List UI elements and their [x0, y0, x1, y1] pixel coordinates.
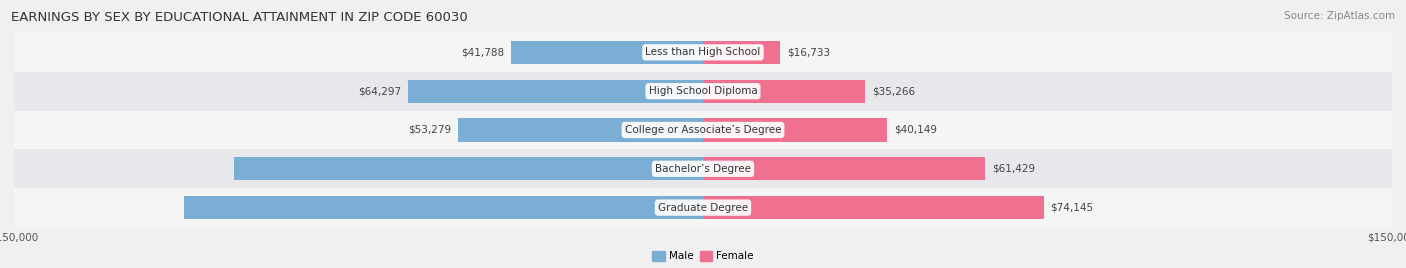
Text: High School Diploma: High School Diploma	[648, 86, 758, 96]
Bar	[14, 72, 1392, 111]
Bar	[184, 196, 703, 219]
Text: College or Associate’s Degree: College or Associate’s Degree	[624, 125, 782, 135]
Text: $35,266: $35,266	[872, 86, 915, 96]
Bar	[703, 41, 780, 64]
Text: $53,279: $53,279	[408, 125, 451, 135]
Bar	[14, 188, 1392, 227]
Text: Source: ZipAtlas.com: Source: ZipAtlas.com	[1284, 11, 1395, 21]
Text: Graduate Degree: Graduate Degree	[658, 203, 748, 213]
Text: Less than High School: Less than High School	[645, 47, 761, 57]
Text: $40,149: $40,149	[894, 125, 938, 135]
Bar	[510, 41, 703, 64]
Bar	[408, 80, 703, 103]
Text: EARNINGS BY SEX BY EDUCATIONAL ATTAINMENT IN ZIP CODE 60030: EARNINGS BY SEX BY EDUCATIONAL ATTAINMEN…	[11, 11, 468, 24]
Text: $64,297: $64,297	[357, 86, 401, 96]
Bar	[14, 111, 1392, 149]
Bar	[14, 149, 1392, 188]
Bar	[703, 80, 865, 103]
Text: Bachelor’s Degree: Bachelor’s Degree	[655, 164, 751, 174]
Text: $61,429: $61,429	[993, 164, 1035, 174]
Legend: Male, Female: Male, Female	[648, 247, 758, 266]
Text: $74,145: $74,145	[1050, 203, 1094, 213]
Text: $16,733: $16,733	[787, 47, 830, 57]
Text: $112,895: $112,895	[678, 203, 731, 213]
Bar	[703, 118, 887, 142]
Bar	[458, 118, 703, 142]
Text: $41,788: $41,788	[461, 47, 505, 57]
Bar	[235, 157, 703, 180]
Bar	[703, 157, 986, 180]
Bar	[14, 33, 1392, 72]
Text: $102,017: $102,017	[679, 164, 734, 174]
Bar	[703, 196, 1043, 219]
